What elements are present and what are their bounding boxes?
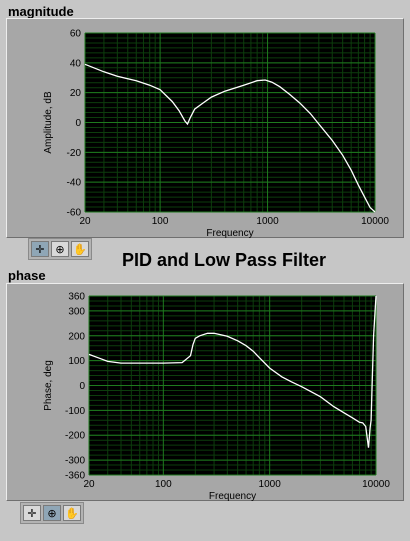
phase-y-tick-label: -200	[65, 431, 85, 442]
phase-x-tick-label: 100	[155, 479, 172, 490]
pan-hand-icon[interactable]: ✋	[63, 505, 81, 521]
phase-x-tick-label: 1000	[259, 479, 282, 490]
phase-y-tick-label: 300	[68, 306, 85, 317]
magnitude-series-line	[84, 63, 376, 213]
phase-graph-label: phase	[8, 268, 46, 283]
pan-hand-icon[interactable]: ✋	[71, 241, 89, 257]
phase-x-tick-label: 20	[83, 479, 95, 490]
phase-y-tick-label: 200	[68, 331, 85, 342]
magnitude-x-tick-label: 10000	[361, 216, 389, 227]
phase-series-line	[88, 295, 377, 448]
magnitude-y-tick-label: -20	[67, 148, 82, 159]
phase-y-axis-label: Phase, deg	[43, 360, 54, 411]
phase-graph-frame: 20 100 1000 10000 360 300 200 100 0 -100 -200 -300-…	[6, 283, 405, 503]
magnitude-x-axis-label: Frequency	[206, 228, 253, 239]
phase-graph-palette: ✛ ⊕ ✋	[20, 502, 84, 524]
magnitude-graph-palette: ✛ ⊕ ✋	[28, 238, 92, 260]
magnitude-y-tick-label: 0	[75, 118, 81, 129]
phase-y-tick-label: -100	[65, 406, 85, 417]
magnitude-graph-frame: 20 100 1000 10000 60 40 20 0 -20 -40 -60 Frequency A…	[6, 18, 405, 240]
phase-y-tick-label: 0	[79, 381, 85, 392]
magnitude-chart[interactable]: 20 100 1000 10000 60 40 20 0 -20 -40 -60 Frequency A…	[7, 19, 405, 240]
phase-y-tick-label: -360	[65, 471, 85, 482]
magnitude-y-axis-label: Amplitude, dB	[43, 91, 54, 154]
phase-y-tick-label: 100	[68, 356, 85, 367]
phase-x-tick-label: 10000	[362, 479, 390, 490]
phase-y-tick-label: -300	[65, 456, 85, 467]
phase-chart[interactable]: 20 100 1000 100003603002001000-100-200-300-…	[7, 284, 405, 503]
magnitude-y-tick-label: -60	[67, 208, 82, 219]
phase-x-axis-label: Frequency	[209, 491, 256, 502]
page-title: PID and Low Pass Filter	[122, 250, 327, 270]
magnitude-y-tick-label: -40	[67, 178, 82, 189]
magnitude-x-tick-label: 20	[79, 216, 91, 227]
zoom-icon[interactable]: ⊕	[51, 241, 69, 257]
magnitude-y-tick-label: 60	[70, 29, 82, 40]
magnitude-x-tick-label: 1000	[256, 216, 279, 227]
magnitude-y-tick-label: 20	[70, 88, 82, 99]
cursor-cross-icon[interactable]: ✛	[23, 505, 41, 521]
magnitude-y-tick-label: 40	[70, 58, 82, 69]
magnitude-x-tick-label: 100	[152, 216, 169, 227]
cursor-cross-icon[interactable]: ✛	[31, 241, 49, 257]
magnitude-graph-label: magnitude	[8, 4, 74, 19]
zoom-icon[interactable]: ⊕	[43, 505, 61, 521]
phase-y-tick-label: 360	[68, 292, 85, 303]
